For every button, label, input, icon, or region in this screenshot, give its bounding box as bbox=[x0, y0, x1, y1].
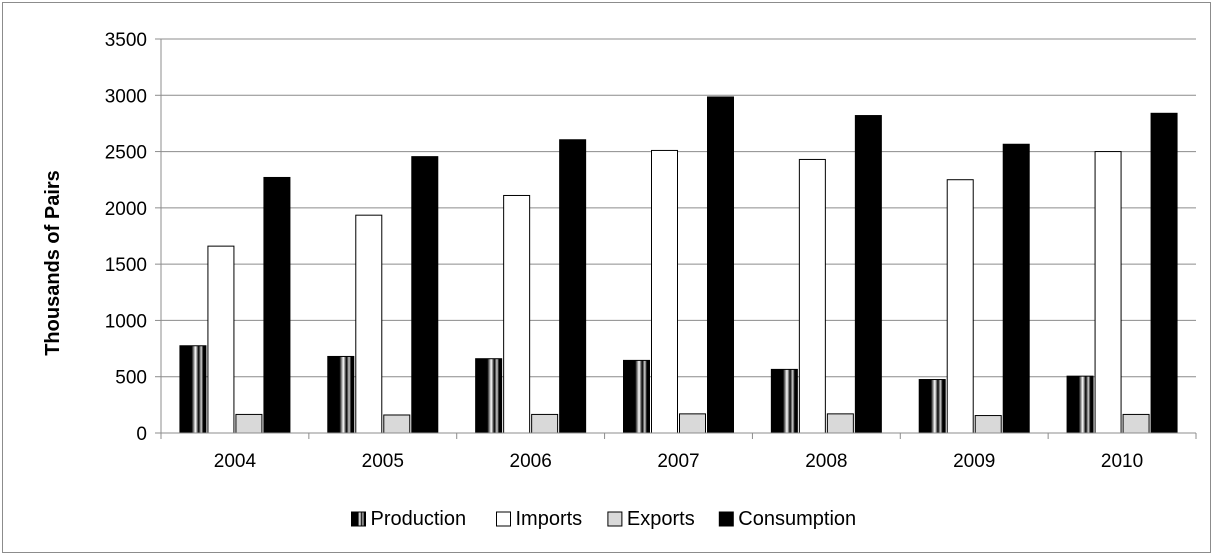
legend-swatch-imports bbox=[496, 511, 511, 527]
y-tick-label: 2000 bbox=[105, 199, 147, 220]
bar-exports-2009 bbox=[974, 415, 1002, 434]
legend-item-exports: Exports bbox=[607, 508, 695, 530]
bar-consumption-2006 bbox=[559, 139, 587, 434]
bar-exports-2007 bbox=[679, 413, 706, 434]
bar-exports-2006 bbox=[531, 413, 559, 434]
x-tick-label: 2007 bbox=[657, 451, 699, 472]
bar-imports-2004 bbox=[207, 245, 235, 434]
bar-production-2009 bbox=[918, 379, 946, 434]
bar-production-2004 bbox=[179, 345, 207, 434]
axes: 0 500 1000 1500 2000 2500 3000 3500 2004 2005 2006… bbox=[105, 30, 1197, 472]
x-tick-label: 2008 bbox=[805, 451, 847, 472]
legend-item-consumption: Consumption bbox=[718, 508, 856, 530]
bar-consumption-2007 bbox=[707, 96, 734, 434]
legend-label-imports: Imports bbox=[516, 508, 583, 530]
legend-swatch-production bbox=[351, 511, 366, 527]
legend-swatch-exports bbox=[607, 511, 623, 527]
y-tick-label: 2500 bbox=[105, 143, 147, 164]
y-tick-label: 1000 bbox=[105, 311, 147, 332]
x-tick-label: 2009 bbox=[953, 451, 995, 472]
legend-item-production: Production bbox=[351, 508, 467, 530]
legend-label-exports: Exports bbox=[627, 508, 695, 530]
y-tick-label: 1500 bbox=[105, 255, 147, 276]
bar-imports-2010 bbox=[1094, 151, 1122, 434]
bar-exports-2005 bbox=[383, 414, 411, 434]
bar-imports-2007 bbox=[651, 149, 678, 434]
bar-production-2010 bbox=[1066, 375, 1094, 434]
legend-label-consumption: Consumption bbox=[738, 508, 856, 530]
bar-consumption-2004 bbox=[263, 176, 291, 434]
y-tick-label: 3500 bbox=[105, 30, 147, 51]
legend-label-production: Production bbox=[371, 508, 467, 530]
bar-production-2007 bbox=[623, 359, 650, 434]
bar-imports-2008 bbox=[798, 158, 826, 434]
legend: Production Imports Exports Consumption bbox=[351, 508, 856, 530]
y-axis-label: Thousands of Pairs bbox=[42, 170, 64, 356]
bar-consumption-2008 bbox=[854, 115, 882, 434]
legend-swatch-consumption bbox=[718, 511, 734, 527]
bar-production-2005 bbox=[327, 355, 355, 434]
x-tick-label: 2004 bbox=[214, 451, 257, 472]
x-tick-label: 2010 bbox=[1101, 451, 1143, 472]
bar-exports-2008 bbox=[826, 413, 854, 434]
bar-consumption-2010 bbox=[1150, 112, 1178, 434]
bar-exports-2004 bbox=[235, 413, 263, 434]
x-tick-label: 2005 bbox=[362, 451, 404, 472]
y-tick-label: 3000 bbox=[105, 86, 147, 107]
bar-production-2006 bbox=[475, 358, 503, 434]
bar-consumption-2009 bbox=[1002, 143, 1030, 434]
y-tick-label: 0 bbox=[136, 424, 147, 445]
bar-imports-2009 bbox=[946, 179, 974, 434]
bar-production-2008 bbox=[770, 368, 798, 434]
bar-imports-2006 bbox=[503, 194, 531, 434]
bar-exports-2010 bbox=[1122, 413, 1150, 434]
bars bbox=[179, 96, 1178, 434]
legend-item-imports: Imports bbox=[496, 508, 583, 530]
gridlines bbox=[161, 38, 1196, 378]
y-tick-label: 500 bbox=[115, 368, 147, 389]
bar-chart: 0 500 1000 1500 2000 2500 3000 3500 2004 2005 2006… bbox=[42, 30, 1197, 530]
bar-imports-2005 bbox=[355, 214, 383, 434]
x-tick-label: 2006 bbox=[510, 451, 552, 472]
bar-consumption-2005 bbox=[411, 156, 439, 434]
